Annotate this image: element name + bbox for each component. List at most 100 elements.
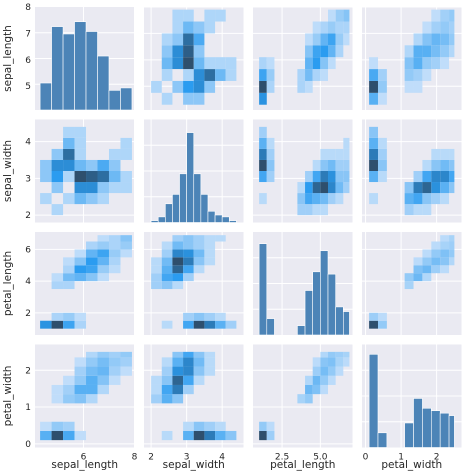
heatmap-cell [172, 235, 184, 242]
heatmap-cell [74, 126, 87, 138]
heatmap-cell [183, 21, 194, 34]
heatmap-cell [449, 241, 455, 250]
heatmap-cell [97, 257, 109, 266]
heatmap-cell [97, 159, 109, 171]
heatmap-cell [161, 257, 173, 266]
y-axis-label: sepal_length [2, 25, 14, 92]
heatmap-cell [266, 57, 275, 70]
heatmap-cell [63, 126, 75, 138]
heatmap-cell [172, 45, 184, 58]
heatmap-cell [215, 9, 226, 22]
heatmap-cell [183, 92, 194, 105]
heatmap-cell [51, 281, 64, 290]
heatmap-cell [404, 204, 414, 216]
panel-petal_length-vs-petal_width [362, 232, 462, 335]
heatmap-cell [413, 57, 423, 70]
heatmap-cell [297, 394, 306, 404]
heatmap-cell [449, 159, 455, 171]
heatmap-cell [335, 159, 344, 171]
heatmap-cell [335, 171, 344, 183]
heatmap-cell [440, 241, 450, 250]
heatmap-cell [63, 312, 75, 321]
heatmap-cell [320, 193, 329, 205]
heatmap-cell [312, 204, 321, 216]
x-axis-label: petal_length [270, 459, 335, 471]
heatmap-cell [183, 235, 194, 242]
heatmap-cell [259, 193, 267, 205]
histogram-bar [228, 220, 237, 223]
panel-sepal_width-vs-sepal_length [35, 119, 135, 223]
heatmap-cell [63, 430, 75, 441]
heatmap-cell [404, 45, 414, 58]
heatmap-cell [97, 235, 109, 242]
heatmap-cell [259, 69, 267, 81]
y-tick-label: 2 [25, 366, 31, 376]
histogram-bar [214, 214, 223, 223]
y-tick-label: 2 [25, 309, 31, 319]
heatmap-cell [440, 57, 450, 70]
heatmap-cell [108, 241, 121, 250]
heatmap-cell [225, 430, 237, 441]
heatmap-cell [449, 171, 455, 183]
heatmap-cell [305, 204, 313, 216]
heatmap-cell [328, 148, 336, 160]
x-tick-label: 8 [132, 453, 138, 463]
histogram-bar [327, 273, 336, 336]
panel-petal_width-vs-sepal_width [144, 344, 244, 448]
heatmap-cell [431, 148, 441, 160]
heatmap-cell [312, 366, 321, 376]
heatmap-cell [422, 257, 432, 266]
heatmap-cell [259, 126, 267, 138]
heatmap-cell [312, 57, 321, 70]
heatmap-cell [422, 171, 432, 183]
heatmap-cell [377, 171, 387, 183]
heatmap-cell [51, 159, 64, 171]
x-axis-label: petal_width [381, 459, 442, 471]
heatmap-cell [86, 375, 98, 385]
heatmap-cell [161, 281, 173, 290]
x-tick-label: 5.0 [313, 453, 328, 463]
heatmap-cell [204, 80, 216, 93]
heatmap-cell [183, 320, 194, 329]
heatmap-cell [151, 375, 162, 385]
heatmap-cell [449, 21, 455, 34]
heatmap-cell [172, 366, 184, 376]
histogram-bar [368, 354, 379, 448]
histogram-bar [39, 82, 52, 111]
panel-sepal_width-vs-petal_width [362, 119, 462, 223]
panel-sepal_width-vs-sepal_width [144, 119, 244, 223]
heatmap-cell [440, 45, 450, 58]
heatmap-cell [343, 21, 350, 34]
heatmap-cell [320, 45, 329, 58]
heatmap-cell [161, 430, 173, 441]
heatmap-cell [431, 9, 441, 22]
heatmap-cell [74, 193, 87, 205]
heatmap-cell [343, 148, 350, 160]
heatmap-cell [266, 137, 275, 149]
heatmap-cell [335, 351, 344, 358]
heatmap-cell [183, 33, 194, 46]
heatmap-cell [377, 320, 387, 329]
heatmap-cell [413, 193, 423, 205]
heatmap-cell [63, 375, 75, 385]
heatmap-cell [328, 9, 336, 22]
x-tick-label: 3 [184, 453, 190, 463]
heatmap-cell [422, 193, 432, 205]
heatmap-cell [183, 351, 194, 358]
heatmap-cell [183, 80, 194, 93]
heatmap-cell [51, 421, 64, 431]
heatmap-cell [440, 21, 450, 34]
histogram-bar [343, 311, 350, 336]
heatmap-cell [74, 384, 87, 395]
heatmap-cell [320, 204, 329, 216]
heatmap-cell [204, 257, 216, 266]
heatmap-cell [422, 33, 432, 46]
heatmap-cell [404, 193, 414, 205]
heatmap-cell [172, 357, 184, 367]
heatmap-cell [161, 265, 173, 274]
heatmap-cell [97, 265, 109, 274]
histogram-bar [312, 271, 321, 336]
heatmap-cell [97, 357, 109, 367]
panel-sepal_length-vs-petal_width [362, 6, 462, 110]
heatmap-cell [413, 33, 423, 46]
